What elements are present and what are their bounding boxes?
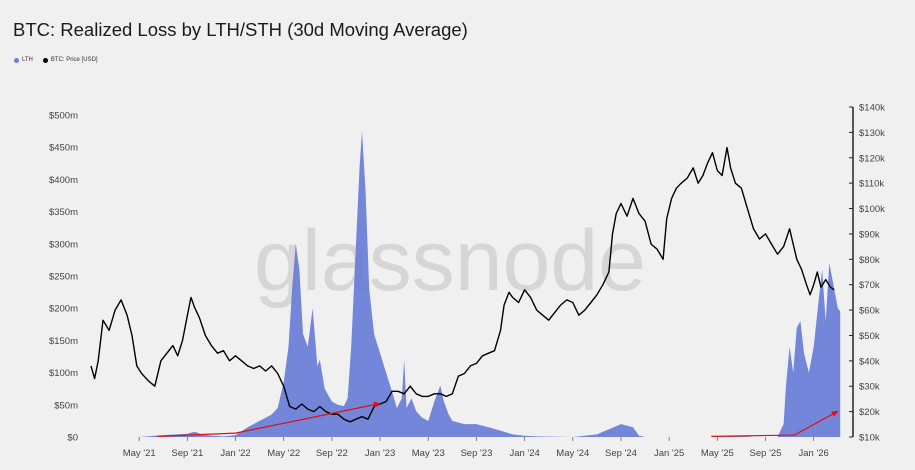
x-tick-label: May '23 xyxy=(412,448,445,459)
y-right-tick-label: $70k xyxy=(859,280,880,291)
chart-title: BTC: Realized Loss by LTH/STH (30d Movin… xyxy=(13,19,468,40)
legend: LTH BTC: Price [USD] xyxy=(14,57,98,63)
x-tick-label: Jan '25 xyxy=(654,448,684,459)
y-left-tick-label: $50m xyxy=(54,400,78,411)
x-tick-label: Sep '24 xyxy=(605,448,637,459)
x-tick-label: Jan '23 xyxy=(365,448,395,459)
legend-label-lth: LTH xyxy=(22,57,33,63)
x-tick-label: Sep '21 xyxy=(171,448,203,459)
price-line-layer xyxy=(90,146,835,423)
legend-item-lth[interactable]: LTH xyxy=(14,57,33,63)
legend-label-price: BTC: Price [USD] xyxy=(50,57,98,63)
legend-marker-price xyxy=(42,57,48,63)
x-tick-label: Sep '23 xyxy=(460,448,492,459)
y-right-tick-label: $10k xyxy=(859,433,880,444)
annotation-arrow xyxy=(157,432,236,437)
y-right-tick-label: $120k xyxy=(859,153,885,164)
x-tick-label: Jan '26 xyxy=(799,448,829,459)
y-right-tick-label: $90k xyxy=(859,229,880,240)
y-right-tick-label: $80k xyxy=(859,255,880,266)
x-tick-label: May '22 xyxy=(267,448,300,459)
x-tick-label: May '25 xyxy=(701,448,734,459)
y-right-tick-label: $130k xyxy=(859,128,885,139)
y-right-tick-label: $140k xyxy=(859,103,885,114)
y-right-tick-label: $40k xyxy=(859,356,880,367)
y-right-tick-label: $30k xyxy=(859,382,880,393)
y-left-tick-label: $300m xyxy=(49,239,78,250)
y-left-tick-label: $450m xyxy=(49,143,78,154)
y-right-tick-label: $20k xyxy=(859,407,880,418)
x-tick-label: Jan '22 xyxy=(220,448,250,459)
axes-layer: $0 $50m $100m $150m $200m $250m $300m $350m $400… xyxy=(49,103,885,460)
y-left-tick-label: $200m xyxy=(49,304,78,315)
y-left-tick-label: $0 xyxy=(67,433,78,444)
x-tick-label: Sep '22 xyxy=(316,448,348,459)
y-left-tick-label: $250m xyxy=(49,272,78,283)
annotation-arrow xyxy=(794,410,839,436)
y-right-tick-label: $100k xyxy=(859,204,885,215)
y-left-tick-label: $500m xyxy=(49,111,78,122)
legend-marker-lth xyxy=(14,57,19,63)
annotation-arrow xyxy=(235,401,382,434)
y-left-tick-label: $350m xyxy=(49,207,78,218)
annotation-arrow xyxy=(711,434,795,437)
y-left-tick-label: $400m xyxy=(49,175,78,186)
y-right-tick-label: $50k xyxy=(859,331,880,342)
y-left-tick-label: $100m xyxy=(49,368,78,379)
x-tick-label: May '21 xyxy=(123,448,156,459)
x-tick-label: Jan '24 xyxy=(509,448,539,459)
watermark-text: glassnode xyxy=(254,213,646,309)
y-left-tick-label: $150m xyxy=(49,336,78,347)
y-right-tick-label: $60k xyxy=(859,306,880,317)
legend-item-price[interactable]: BTC: Price [USD] xyxy=(42,57,98,63)
x-tick-label: Sep '25 xyxy=(750,448,782,459)
x-tick-label: May '24 xyxy=(556,448,589,459)
annotation-layer xyxy=(157,401,839,437)
price-line xyxy=(90,146,835,423)
y-right-tick-label: $110k xyxy=(859,179,884,190)
